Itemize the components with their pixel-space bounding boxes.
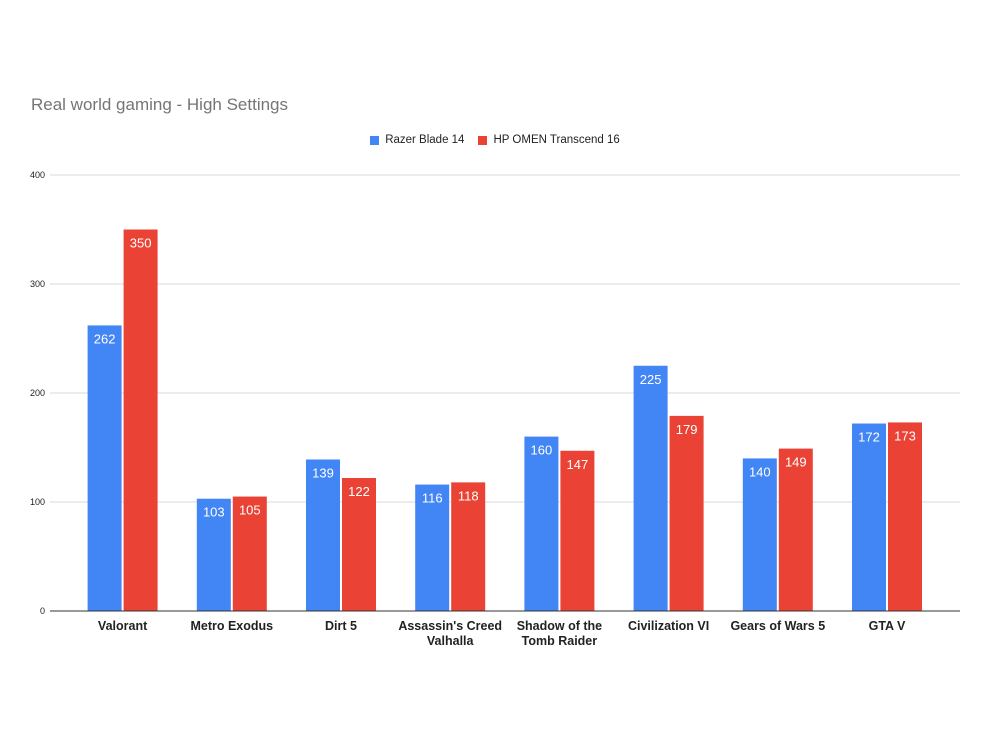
- bars: [87, 229, 922, 612]
- data-label-series-1-cat-0: 350: [130, 236, 152, 251]
- data-label-series-0-cat-4: 160: [531, 443, 553, 458]
- data-label-series-1-cat-4: 147: [567, 457, 589, 472]
- x-category-label: Valorant: [98, 619, 148, 633]
- data-label-series-0-cat-6: 140: [749, 464, 771, 479]
- data-label-series-1-cat-2: 122: [348, 484, 370, 499]
- x-category-label: Shadow of the: [517, 619, 602, 633]
- bar-series-0-cat-7[interactable]: [852, 423, 886, 611]
- x-category-label: Valhalla: [427, 634, 475, 648]
- x-axis-categories: Valorant Metro Exodus Dirt 5 Assassin's Cre…: [98, 619, 906, 648]
- bar-series-0-cat-4[interactable]: [524, 436, 559, 611]
- y-axis-ticks: 0 100 200 300 400: [30, 170, 45, 616]
- bar-series-1-cat-7[interactable]: [888, 422, 922, 611]
- y-tick-label: 0: [40, 606, 45, 616]
- bar-series-1-cat-1[interactable]: [232, 496, 267, 611]
- x-category-label: Civilization VI: [628, 619, 709, 633]
- legend-label-series-1: HP OMEN Transcend 16: [493, 134, 620, 146]
- bar-series-1-cat-6[interactable]: [778, 448, 813, 611]
- x-category-label: Assassin's Creed: [398, 619, 502, 633]
- x-category-label: Dirt 5: [325, 619, 357, 633]
- bar-series-1-cat-3[interactable]: [451, 482, 486, 611]
- bar-series-0-cat-2[interactable]: [306, 459, 340, 611]
- legend-swatch-series-1: [478, 135, 488, 145]
- data-label-series-0-cat-7: 172: [858, 430, 880, 445]
- bar-series-0-cat-5[interactable]: [633, 365, 668, 611]
- bar-series-1-cat-0[interactable]: [123, 229, 158, 612]
- y-tick-label: 100: [30, 497, 45, 507]
- y-tick-label: 300: [30, 279, 45, 289]
- x-category-label: Metro Exodus: [190, 619, 273, 633]
- x-category-label: Tomb Raider: [522, 634, 598, 648]
- legend-item-series-0[interactable]: Razer Blade 14: [370, 134, 464, 146]
- data-label-series-1-cat-3: 118: [458, 488, 479, 503]
- legend-label-series-0: Razer Blade 14: [385, 134, 465, 146]
- bar-series-1-cat-2[interactable]: [342, 478, 376, 611]
- bar-series-1-cat-4[interactable]: [560, 450, 595, 611]
- y-tick-label: 400: [30, 170, 45, 180]
- chart-title: Real world gaming - High Settings: [31, 95, 289, 114]
- bar-series-1-cat-5[interactable]: [669, 415, 704, 611]
- legend: Razer Blade 14 HP OMEN Transcend 16: [0, 134, 990, 146]
- data-label-series-0-cat-5: 225: [640, 372, 662, 387]
- data-label-series-1-cat-7: 173: [894, 428, 916, 443]
- bar-series-0-cat-6[interactable]: [742, 458, 777, 611]
- legend-item-series-1[interactable]: HP OMEN Transcend 16: [478, 134, 620, 146]
- data-labels: 262 350 103 105 139 122 116 118 160 147 225 179 140 1…: [94, 236, 916, 520]
- gridlines: [50, 174, 960, 503]
- bar-series-0-cat-3[interactable]: [415, 484, 450, 611]
- data-label-series-1-cat-5: 179: [676, 422, 698, 437]
- bar-series-0-cat-1[interactable]: [196, 498, 231, 611]
- legend-swatch-series-0: [370, 135, 380, 145]
- x-category-label: Gears of Wars 5: [730, 619, 825, 633]
- data-label-series-0-cat-0: 262: [94, 331, 116, 346]
- bar-series-0-cat-0[interactable]: [87, 325, 122, 611]
- data-label-series-0-cat-1: 103: [203, 505, 225, 520]
- y-tick-label: 200: [30, 388, 45, 398]
- x-category-label: GTA V: [869, 619, 906, 633]
- data-label-series-1-cat-6: 149: [785, 455, 807, 470]
- data-label-series-0-cat-3: 116: [422, 491, 443, 506]
- data-label-series-0-cat-2: 139: [312, 465, 334, 480]
- data-label-series-1-cat-1: 105: [239, 503, 261, 518]
